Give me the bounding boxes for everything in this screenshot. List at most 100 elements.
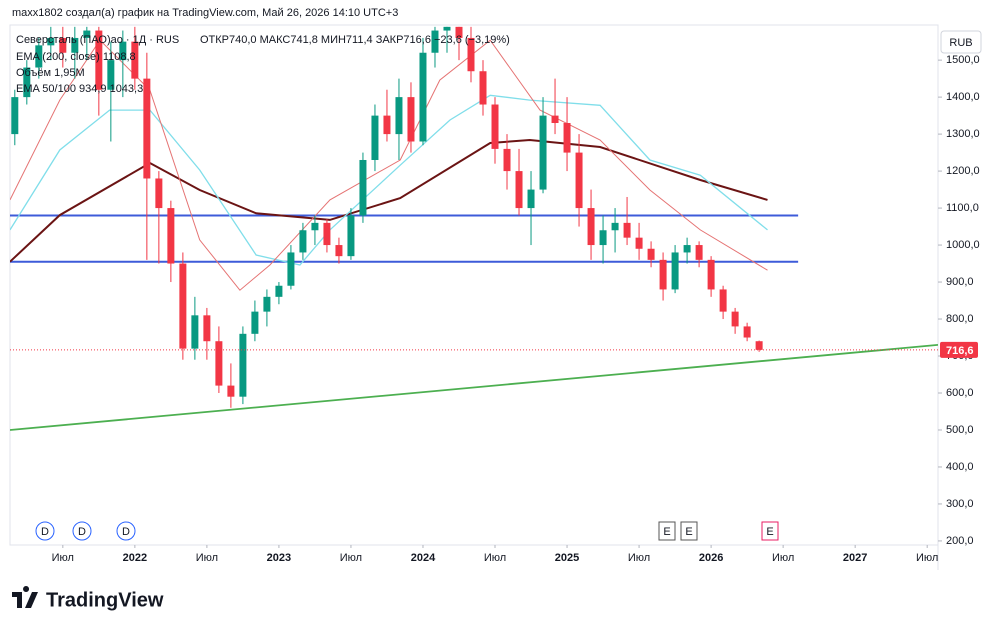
candle-body bbox=[11, 97, 19, 135]
candle-body bbox=[467, 37, 475, 72]
legend-volume: Объём 1,95M bbox=[16, 67, 85, 79]
candle-body bbox=[443, 26, 451, 31]
logo: TradingView bbox=[12, 586, 164, 611]
candle-body bbox=[419, 52, 427, 142]
dividend-icon[interactable] bbox=[72, 521, 92, 541]
y-tick-label: 1400,0 bbox=[946, 91, 980, 103]
x-tick-label: 2025 bbox=[555, 552, 579, 564]
candle-body bbox=[635, 237, 643, 249]
logo-icon bbox=[12, 586, 38, 608]
y-tick-label: 900,0 bbox=[946, 276, 974, 288]
x-tick-label: Июл bbox=[628, 552, 650, 564]
earnings-label[interactable]: E bbox=[663, 526, 670, 538]
dividend-label[interactable]: D bbox=[78, 526, 86, 538]
candle-body bbox=[371, 115, 379, 160]
candle-body bbox=[539, 115, 547, 190]
candle-body bbox=[203, 315, 211, 342]
earnings-label[interactable]: E bbox=[685, 526, 692, 538]
candle-body bbox=[551, 115, 559, 124]
y-tick-label: 1300,0 bbox=[946, 128, 980, 140]
earnings-icon[interactable] bbox=[761, 521, 779, 541]
y-tick-label: 600,0 bbox=[946, 387, 974, 399]
candle-body bbox=[143, 78, 151, 179]
author-line: maxx1802 создал(а) график на TradingView… bbox=[12, 7, 398, 19]
candle-body bbox=[599, 230, 607, 246]
x-tick-label: 2023 bbox=[267, 552, 291, 564]
x-tick-label: Июл bbox=[772, 552, 794, 564]
x-tick-label: Июл bbox=[196, 552, 218, 564]
y-tick-label: 800,0 bbox=[946, 313, 974, 325]
logo-text: TradingView bbox=[46, 589, 164, 611]
x-tick-label: Июл bbox=[484, 552, 506, 564]
candle-body bbox=[455, 26, 463, 38]
x-tick-label: Июл bbox=[916, 552, 938, 564]
currency-box[interactable] bbox=[940, 30, 982, 54]
candle-body bbox=[575, 152, 583, 209]
candle-body bbox=[155, 178, 163, 209]
candle-body bbox=[743, 326, 751, 338]
dividend-icon[interactable] bbox=[35, 521, 55, 541]
candle-body bbox=[35, 45, 43, 68]
candle-body bbox=[683, 245, 691, 253]
candle-body bbox=[227, 385, 235, 397]
candle-body bbox=[431, 30, 439, 53]
candle-body bbox=[671, 252, 679, 290]
x-tick-label: Июл bbox=[52, 552, 74, 564]
candle-body bbox=[347, 215, 355, 257]
candle-body bbox=[71, 37, 79, 53]
candle-body bbox=[659, 259, 667, 290]
candle-body bbox=[383, 115, 391, 135]
candle-body bbox=[335, 245, 343, 257]
candle-body bbox=[59, 37, 67, 53]
candle-body bbox=[503, 148, 511, 172]
candle-body bbox=[239, 333, 247, 397]
dividend-label[interactable]: D bbox=[122, 526, 130, 538]
earnings-icon[interactable] bbox=[680, 521, 698, 541]
candle-body bbox=[83, 30, 91, 38]
candle-body bbox=[359, 159, 367, 216]
candle-body bbox=[287, 252, 295, 286]
candle-body bbox=[311, 222, 319, 231]
dividend-label[interactable]: D bbox=[41, 526, 49, 538]
candle-body bbox=[119, 41, 127, 61]
y-tick-label: 400,0 bbox=[946, 461, 974, 473]
earnings-label[interactable]: E bbox=[766, 526, 773, 538]
y-tick-label: 300,0 bbox=[946, 498, 974, 510]
candle-body bbox=[695, 245, 703, 260]
candle-body bbox=[167, 208, 175, 264]
candle-body bbox=[611, 222, 619, 231]
y-tick-label: 1100,0 bbox=[946, 202, 979, 214]
earnings-icon[interactable] bbox=[658, 521, 676, 541]
y-tick-label: 500,0 bbox=[946, 424, 974, 436]
candle-body bbox=[263, 296, 271, 312]
candle-body bbox=[131, 41, 139, 79]
x-tick-label: 2024 bbox=[411, 552, 436, 564]
plot-area bbox=[9, 24, 939, 546]
candle-body bbox=[323, 222, 331, 246]
y-tick-label: 200,0 bbox=[946, 535, 974, 547]
candle-body bbox=[515, 171, 523, 209]
x-tick-label: 2027 bbox=[843, 552, 867, 564]
candle-body bbox=[299, 230, 307, 253]
candle-body bbox=[647, 248, 655, 260]
candle-body bbox=[179, 263, 187, 349]
x-tick-label: 2022 bbox=[123, 552, 147, 564]
x-tick-label: 2026 bbox=[699, 552, 723, 564]
candle-body bbox=[191, 315, 199, 349]
events: D D D E E E bbox=[35, 521, 779, 541]
candle-body bbox=[707, 259, 715, 290]
legend-ohlc: ОТКР740,0 МАКС741,8 МИН711,4 ЗАКР716,6 −… bbox=[200, 34, 510, 46]
dividend-icon[interactable] bbox=[116, 521, 136, 541]
trend-line bbox=[10, 344, 938, 431]
last-price-box bbox=[940, 341, 978, 358]
candle-body bbox=[275, 285, 283, 297]
candle-body bbox=[407, 97, 415, 142]
x-tick-label: Июл bbox=[340, 552, 362, 564]
candle-body bbox=[563, 123, 571, 153]
currency[interactable]: RUB bbox=[949, 37, 972, 49]
candle-body bbox=[47, 37, 55, 46]
candle-body bbox=[395, 97, 403, 135]
candle-body bbox=[215, 341, 223, 386]
candle-body bbox=[755, 341, 763, 350]
y-tick-label: 1200,0 bbox=[946, 165, 980, 177]
